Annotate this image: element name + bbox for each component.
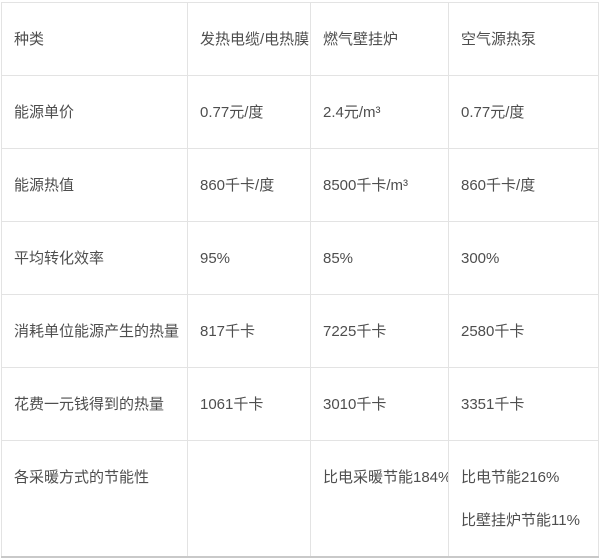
table-row-energy-unit-price: 能源单价 0.77元/度 2.4元/m³ 0.77元/度 <box>1 75 599 149</box>
table-cell: 817千卡 <box>187 294 311 368</box>
table-cell: 300% <box>448 221 599 295</box>
row-label: 能源热值 <box>1 148 188 222</box>
cell-line-2: 比壁挂炉节能11% <box>461 512 580 529</box>
column-header-type: 种类 <box>1 2 188 76</box>
table-cell: 860千卡/度 <box>448 148 599 222</box>
cell-line-1: 比电节能216% <box>461 469 560 486</box>
table-cell: 3351千卡 <box>448 367 599 441</box>
column-header-gas-boiler: 燃气壁挂炉 <box>310 2 449 76</box>
row-label: 平均转化效率 <box>1 221 188 295</box>
column-header-air-source-heat-pump: 空气源热泵 <box>448 2 599 76</box>
table-cell: 3010千卡 <box>310 367 449 441</box>
table-cell: 0.77元/度 <box>187 75 311 149</box>
table-cell: 2580千卡 <box>448 294 599 368</box>
table-row-energy-calorific-value: 能源热值 860千卡/度 8500千卡/m³ 860千卡/度 <box>1 148 599 222</box>
row-label: 各采暖方式的节能性 <box>1 440 188 558</box>
table-cell: 95% <box>187 221 311 295</box>
table-cell-empty <box>187 440 311 558</box>
row-label: 花费一元钱得到的热量 <box>1 367 188 441</box>
table-row-average-conversion-efficiency: 平均转化效率 95% 85% 300% <box>1 221 599 295</box>
row-label: 能源单价 <box>1 75 188 149</box>
table-cell: 8500千卡/m³ <box>310 148 449 222</box>
table-header-row: 种类 发热电缆/电热膜 燃气壁挂炉 空气源热泵 <box>1 2 599 76</box>
row-label: 消耗单位能源产生的热量 <box>1 294 188 368</box>
table-cell: 比电采暖节能184% <box>310 440 449 558</box>
table-cell: 1061千卡 <box>187 367 311 441</box>
table-cell: 0.77元/度 <box>448 75 599 149</box>
table-cell: 7225千卡 <box>310 294 449 368</box>
table-row-heat-per-unit-energy: 消耗单位能源产生的热量 817千卡 7225千卡 2580千卡 <box>1 294 599 368</box>
table-row-energy-saving: 各采暖方式的节能性 比电采暖节能184% 比电节能216% 比壁挂炉节能11% <box>1 440 599 558</box>
table-cell-multiline: 比电节能216% 比壁挂炉节能11% <box>448 440 599 558</box>
column-header-heating-cable: 发热电缆/电热膜 <box>187 2 311 76</box>
table-cell: 85% <box>310 221 449 295</box>
table-row-heat-per-yuan: 花费一元钱得到的热量 1061千卡 3010千卡 3351千卡 <box>1 367 599 441</box>
table-cell: 860千卡/度 <box>187 148 311 222</box>
table-cell: 2.4元/m³ <box>310 75 449 149</box>
